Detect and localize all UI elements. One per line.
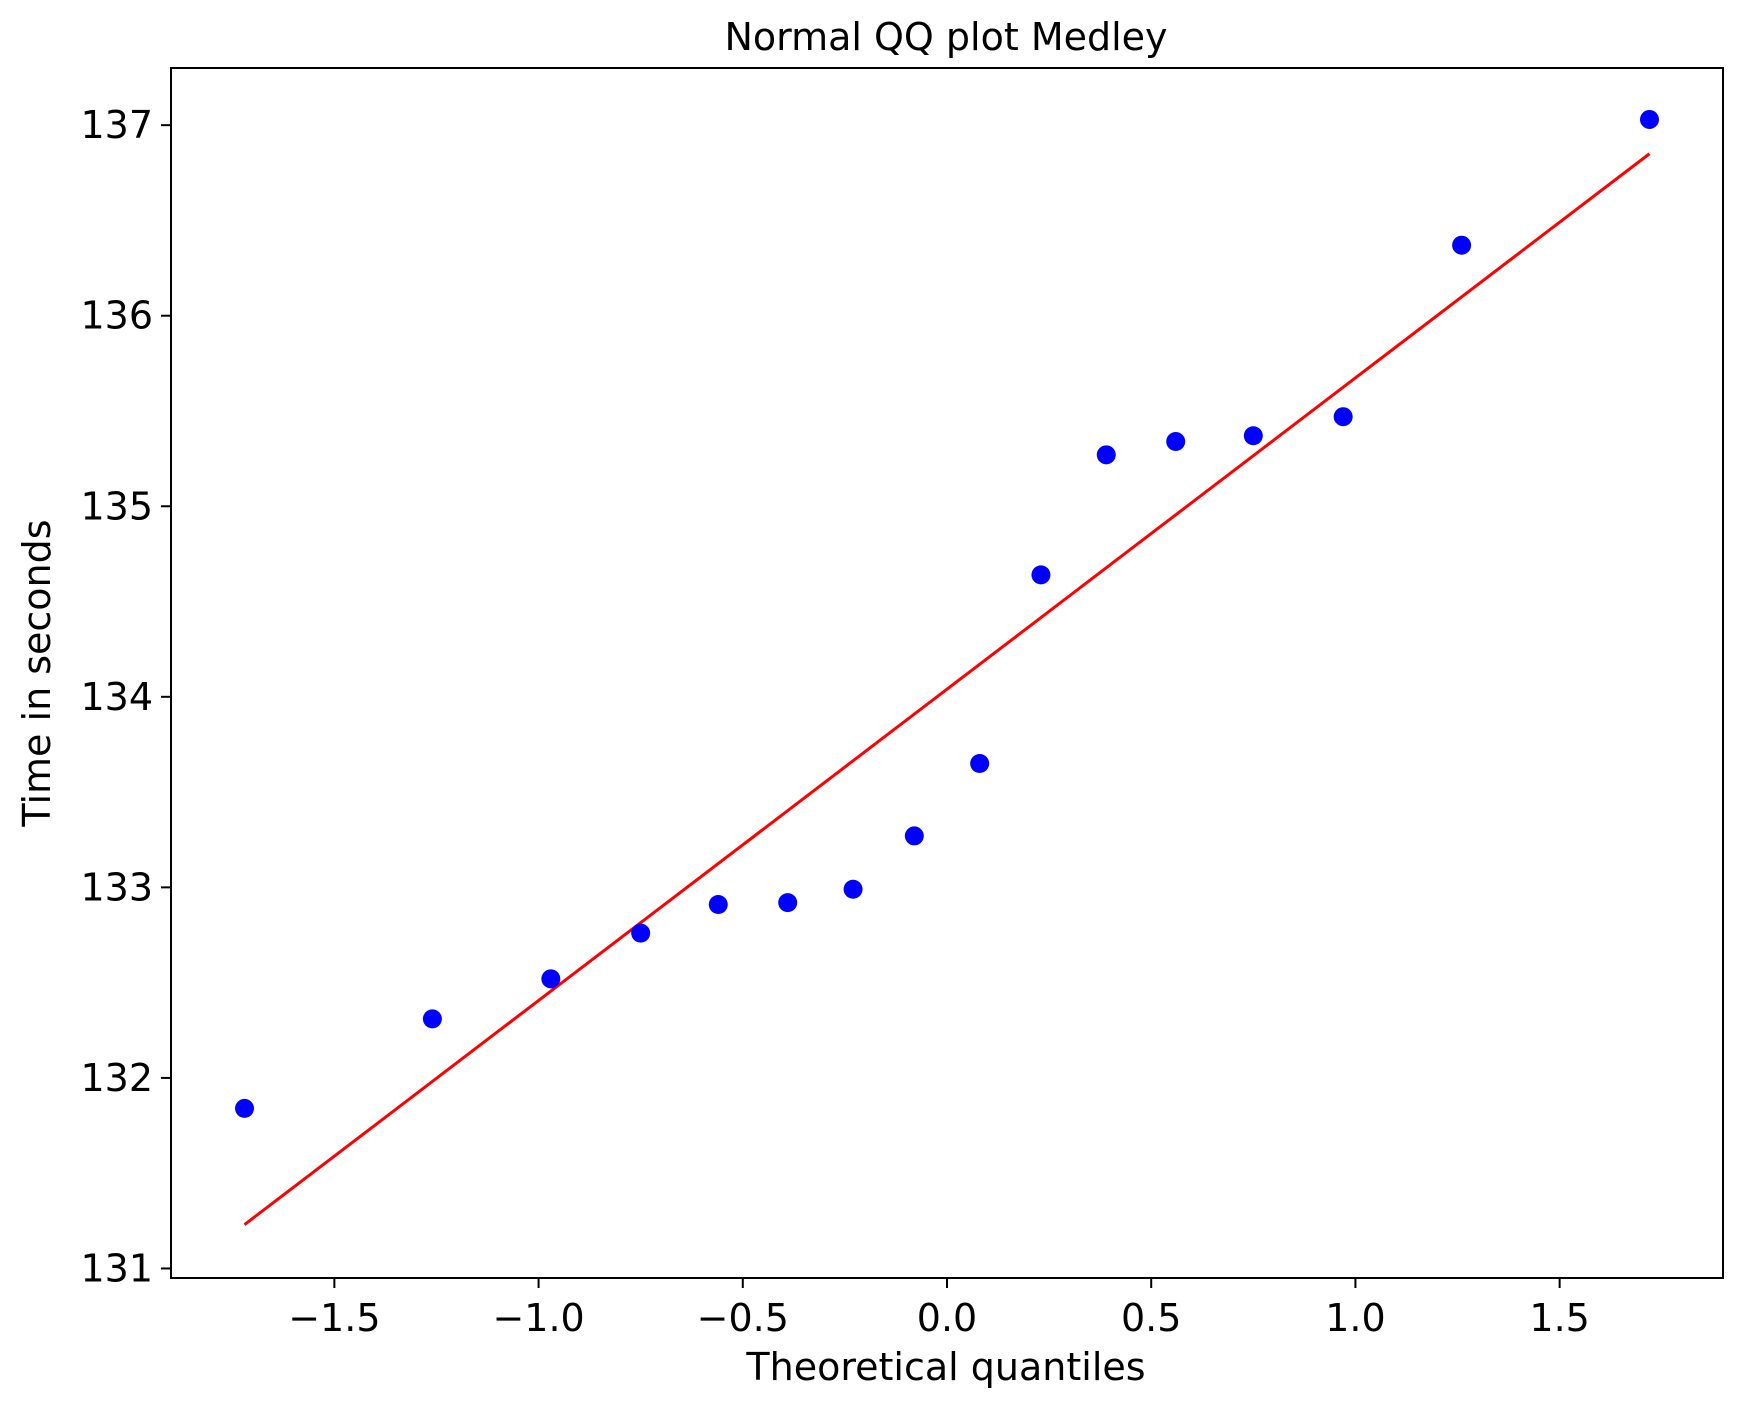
x-tick-label: 1.0: [1325, 1296, 1385, 1340]
data-point: [1096, 445, 1116, 465]
y-tick-label: 133: [80, 865, 153, 909]
data-point: [235, 1098, 255, 1118]
data-point: [1333, 407, 1353, 427]
data-point: [708, 895, 728, 915]
y-tick-label: 132: [80, 1056, 153, 1100]
x-tick-label: −0.5: [697, 1296, 789, 1340]
x-axis: −1.5 −1.0 −0.5 0.0 0.5 1.0 1.5: [288, 1278, 1590, 1340]
x-axis-title: Theoretical quantiles: [745, 1345, 1145, 1389]
y-axis-title: Time in seconds: [15, 519, 59, 827]
x-tick-label: 0.5: [1121, 1296, 1181, 1340]
plot-area: [235, 109, 1659, 1226]
data-point: [422, 1009, 442, 1029]
y-tick-label: 131: [80, 1246, 153, 1290]
x-tick-label: 0.0: [917, 1296, 977, 1340]
data-point: [1243, 426, 1263, 446]
data-point: [843, 879, 863, 899]
y-tick-label: 135: [80, 484, 153, 528]
reference-line: [243, 152, 1651, 1226]
y-tick-label: 134: [80, 675, 153, 719]
x-tick-label: −1.0: [492, 1296, 584, 1340]
data-point: [631, 923, 651, 943]
data-point: [1639, 109, 1659, 129]
y-tick-label: 136: [80, 294, 153, 338]
x-tick-label: 1.5: [1529, 1296, 1589, 1340]
data-point: [970, 754, 990, 774]
data-point: [904, 826, 924, 846]
data-point: [1166, 431, 1186, 451]
data-point: [1031, 565, 1051, 585]
data-point: [541, 969, 561, 989]
y-axis: 131 132 133 134 135 136 137: [80, 103, 171, 1290]
chart-title: Normal QQ plot Medley: [724, 15, 1167, 59]
data-point: [778, 893, 798, 913]
x-tick-label: −1.5: [288, 1296, 380, 1340]
data-point: [1452, 235, 1472, 255]
y-tick-label: 137: [80, 103, 153, 147]
